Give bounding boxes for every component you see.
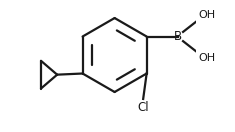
Text: B: B (174, 30, 182, 43)
Text: OH: OH (199, 10, 216, 20)
Text: Cl: Cl (137, 101, 149, 114)
Text: OH: OH (199, 53, 216, 63)
